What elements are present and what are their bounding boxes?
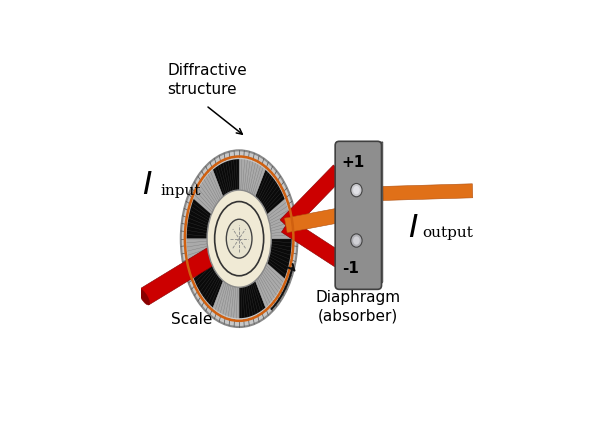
Polygon shape — [255, 170, 284, 214]
Polygon shape — [213, 281, 239, 318]
FancyBboxPatch shape — [335, 141, 382, 289]
Ellipse shape — [139, 289, 149, 305]
Polygon shape — [187, 239, 211, 278]
Polygon shape — [280, 165, 345, 231]
Ellipse shape — [353, 236, 360, 245]
Text: Diffractive
structure: Diffractive structure — [167, 63, 247, 97]
Text: output: output — [422, 226, 473, 240]
Text: $\mathit{I}$: $\mathit{I}$ — [142, 170, 153, 201]
Text: input: input — [160, 184, 200, 197]
Polygon shape — [255, 263, 284, 307]
Ellipse shape — [353, 186, 360, 194]
Ellipse shape — [181, 150, 298, 327]
Text: -1: -1 — [342, 261, 359, 276]
Polygon shape — [139, 224, 256, 305]
Polygon shape — [239, 159, 265, 197]
Polygon shape — [267, 239, 292, 278]
Ellipse shape — [351, 234, 362, 247]
Polygon shape — [187, 199, 211, 239]
Polygon shape — [194, 263, 223, 307]
Text: Diaphragm
(absorber): Diaphragm (absorber) — [316, 290, 401, 323]
Polygon shape — [213, 159, 239, 197]
Polygon shape — [284, 208, 341, 233]
Polygon shape — [267, 199, 292, 239]
Text: $\mathit{I}$: $\mathit{I}$ — [407, 213, 418, 244]
Polygon shape — [383, 184, 473, 200]
Polygon shape — [194, 170, 223, 214]
Ellipse shape — [351, 184, 362, 197]
Polygon shape — [239, 281, 265, 318]
Ellipse shape — [207, 190, 271, 287]
Ellipse shape — [215, 201, 263, 276]
Ellipse shape — [226, 219, 252, 258]
Polygon shape — [377, 142, 383, 289]
Text: +1: +1 — [342, 155, 365, 170]
Polygon shape — [281, 219, 344, 267]
Polygon shape — [339, 142, 383, 145]
Text: Scale: Scale — [171, 312, 212, 326]
